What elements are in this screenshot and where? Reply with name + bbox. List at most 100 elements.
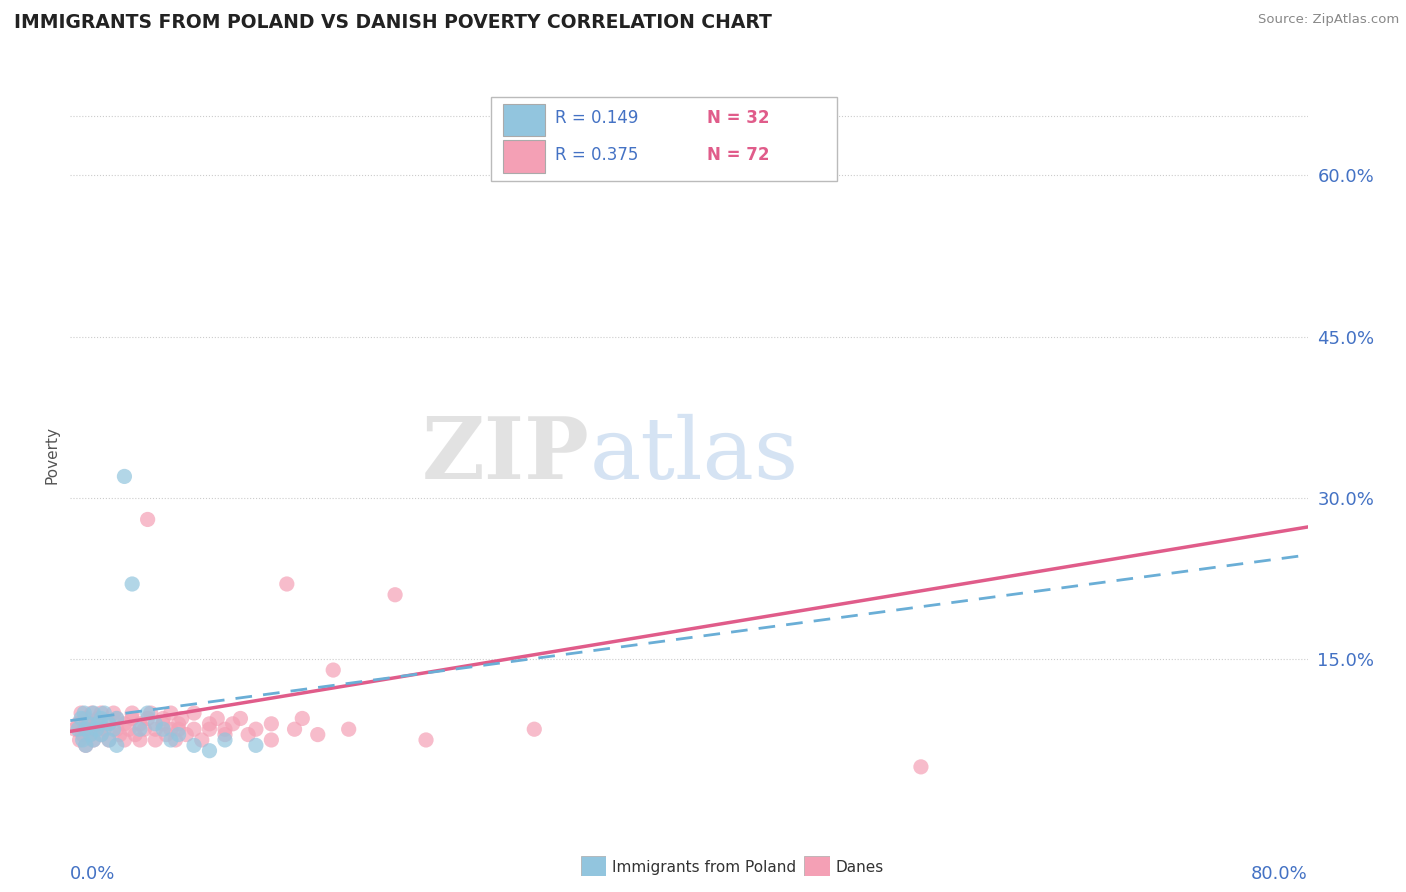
Point bbox=[910, 760, 932, 774]
Point bbox=[87, 711, 110, 725]
Point bbox=[118, 723, 141, 737]
Point bbox=[183, 723, 205, 737]
Point bbox=[337, 723, 360, 737]
Point bbox=[523, 723, 546, 737]
Point bbox=[174, 728, 197, 742]
Point bbox=[198, 716, 221, 731]
Point bbox=[121, 711, 143, 725]
Point bbox=[82, 733, 105, 747]
Point bbox=[77, 716, 100, 731]
Point bbox=[170, 711, 193, 725]
Point bbox=[229, 711, 252, 725]
Point bbox=[93, 723, 115, 737]
Point bbox=[245, 739, 267, 753]
Text: Danes: Danes bbox=[835, 860, 883, 874]
Point bbox=[75, 723, 97, 737]
Text: ZIP: ZIP bbox=[422, 413, 591, 497]
Point bbox=[129, 733, 152, 747]
Point bbox=[214, 723, 236, 737]
Point bbox=[75, 711, 97, 725]
Point bbox=[73, 723, 96, 737]
Point bbox=[284, 723, 307, 737]
Point bbox=[214, 728, 236, 742]
Point bbox=[214, 733, 236, 747]
Text: 0.0%: 0.0% bbox=[70, 864, 115, 882]
Point bbox=[155, 728, 177, 742]
Point bbox=[183, 706, 205, 720]
Point bbox=[72, 733, 94, 747]
Point bbox=[167, 716, 190, 731]
Point bbox=[70, 706, 93, 720]
Point bbox=[105, 739, 128, 753]
Point bbox=[82, 706, 105, 720]
Point bbox=[75, 739, 97, 753]
Text: IMMIGRANTS FROM POLAND VS DANISH POVERTY CORRELATION CHART: IMMIGRANTS FROM POLAND VS DANISH POVERTY… bbox=[14, 13, 772, 32]
Point bbox=[80, 706, 103, 720]
Point bbox=[114, 469, 135, 483]
Point bbox=[136, 512, 159, 526]
Point bbox=[90, 711, 112, 725]
Text: N = 72: N = 72 bbox=[707, 146, 770, 164]
Point bbox=[114, 716, 135, 731]
Point bbox=[79, 728, 101, 742]
Point bbox=[82, 723, 105, 737]
Point bbox=[67, 723, 90, 737]
Point bbox=[103, 723, 125, 737]
FancyBboxPatch shape bbox=[491, 96, 838, 180]
Text: 80.0%: 80.0% bbox=[1251, 864, 1308, 882]
Point bbox=[222, 716, 245, 731]
Text: atlas: atlas bbox=[591, 413, 799, 497]
Point bbox=[73, 706, 96, 720]
Point bbox=[77, 716, 100, 731]
Point bbox=[121, 577, 143, 591]
Point bbox=[82, 733, 105, 747]
Point bbox=[70, 711, 93, 725]
Text: N = 32: N = 32 bbox=[707, 110, 770, 128]
Point bbox=[384, 588, 406, 602]
Point bbox=[67, 716, 90, 731]
Point bbox=[90, 728, 112, 742]
Point bbox=[167, 728, 190, 742]
Point bbox=[86, 716, 108, 731]
Point bbox=[152, 711, 174, 725]
Point bbox=[198, 723, 221, 737]
Point bbox=[160, 723, 183, 737]
Point bbox=[198, 744, 221, 758]
Point bbox=[145, 723, 166, 737]
Text: Source: ZipAtlas.com: Source: ZipAtlas.com bbox=[1258, 13, 1399, 27]
Point bbox=[136, 711, 159, 725]
Point bbox=[291, 711, 314, 725]
Point bbox=[79, 728, 101, 742]
Point bbox=[129, 716, 152, 731]
FancyBboxPatch shape bbox=[503, 103, 546, 136]
Text: Immigrants from Poland: Immigrants from Poland bbox=[612, 860, 796, 874]
Point bbox=[152, 723, 174, 737]
Point bbox=[93, 706, 115, 720]
FancyBboxPatch shape bbox=[503, 140, 546, 172]
Point bbox=[191, 733, 214, 747]
Point bbox=[129, 723, 152, 737]
Point bbox=[87, 716, 110, 731]
Point bbox=[307, 728, 329, 742]
Point bbox=[207, 711, 229, 725]
Point bbox=[145, 733, 166, 747]
Point bbox=[276, 577, 298, 591]
Point bbox=[114, 733, 135, 747]
Point bbox=[108, 728, 131, 742]
Text: R = 0.149: R = 0.149 bbox=[555, 110, 638, 128]
Point bbox=[90, 728, 112, 742]
Point bbox=[245, 723, 267, 737]
Y-axis label: Poverty: Poverty bbox=[44, 425, 59, 484]
Point bbox=[75, 739, 97, 753]
Point bbox=[63, 723, 86, 737]
Point bbox=[165, 733, 187, 747]
Point bbox=[105, 723, 128, 737]
Point bbox=[98, 716, 120, 731]
Point bbox=[103, 706, 125, 720]
Point bbox=[121, 706, 143, 720]
Point bbox=[105, 711, 128, 725]
Point bbox=[160, 733, 183, 747]
Point bbox=[238, 728, 260, 742]
Point bbox=[98, 733, 120, 747]
Point bbox=[90, 706, 112, 720]
